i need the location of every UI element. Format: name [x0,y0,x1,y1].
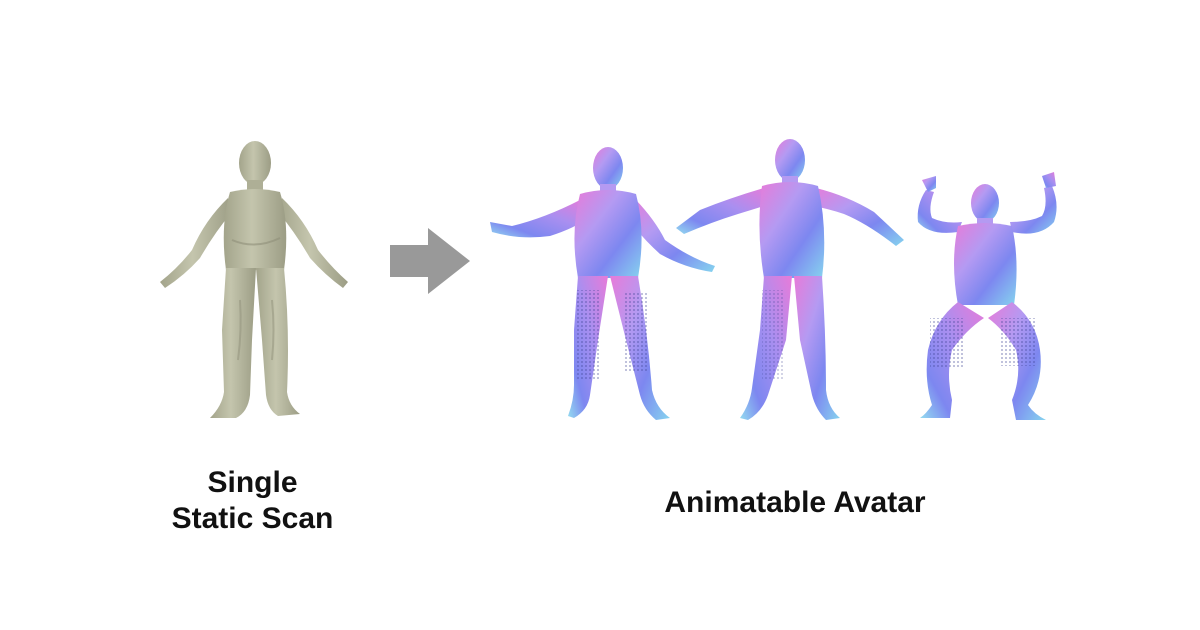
avatar-pose-2 [676,139,904,420]
static-scan-figure [160,141,348,418]
static-scan-caption-line1: Single [207,466,298,499]
avatar-pose-3 [917,172,1057,420]
avatar-pose-1 [490,147,715,420]
static-scan-caption: Single Static Scan [140,465,365,537]
animatable-avatar-caption: Animatable Avatar [664,486,926,519]
right-arrow-icon [390,228,470,294]
static-scan-caption-line2: Static Scan [171,502,334,535]
